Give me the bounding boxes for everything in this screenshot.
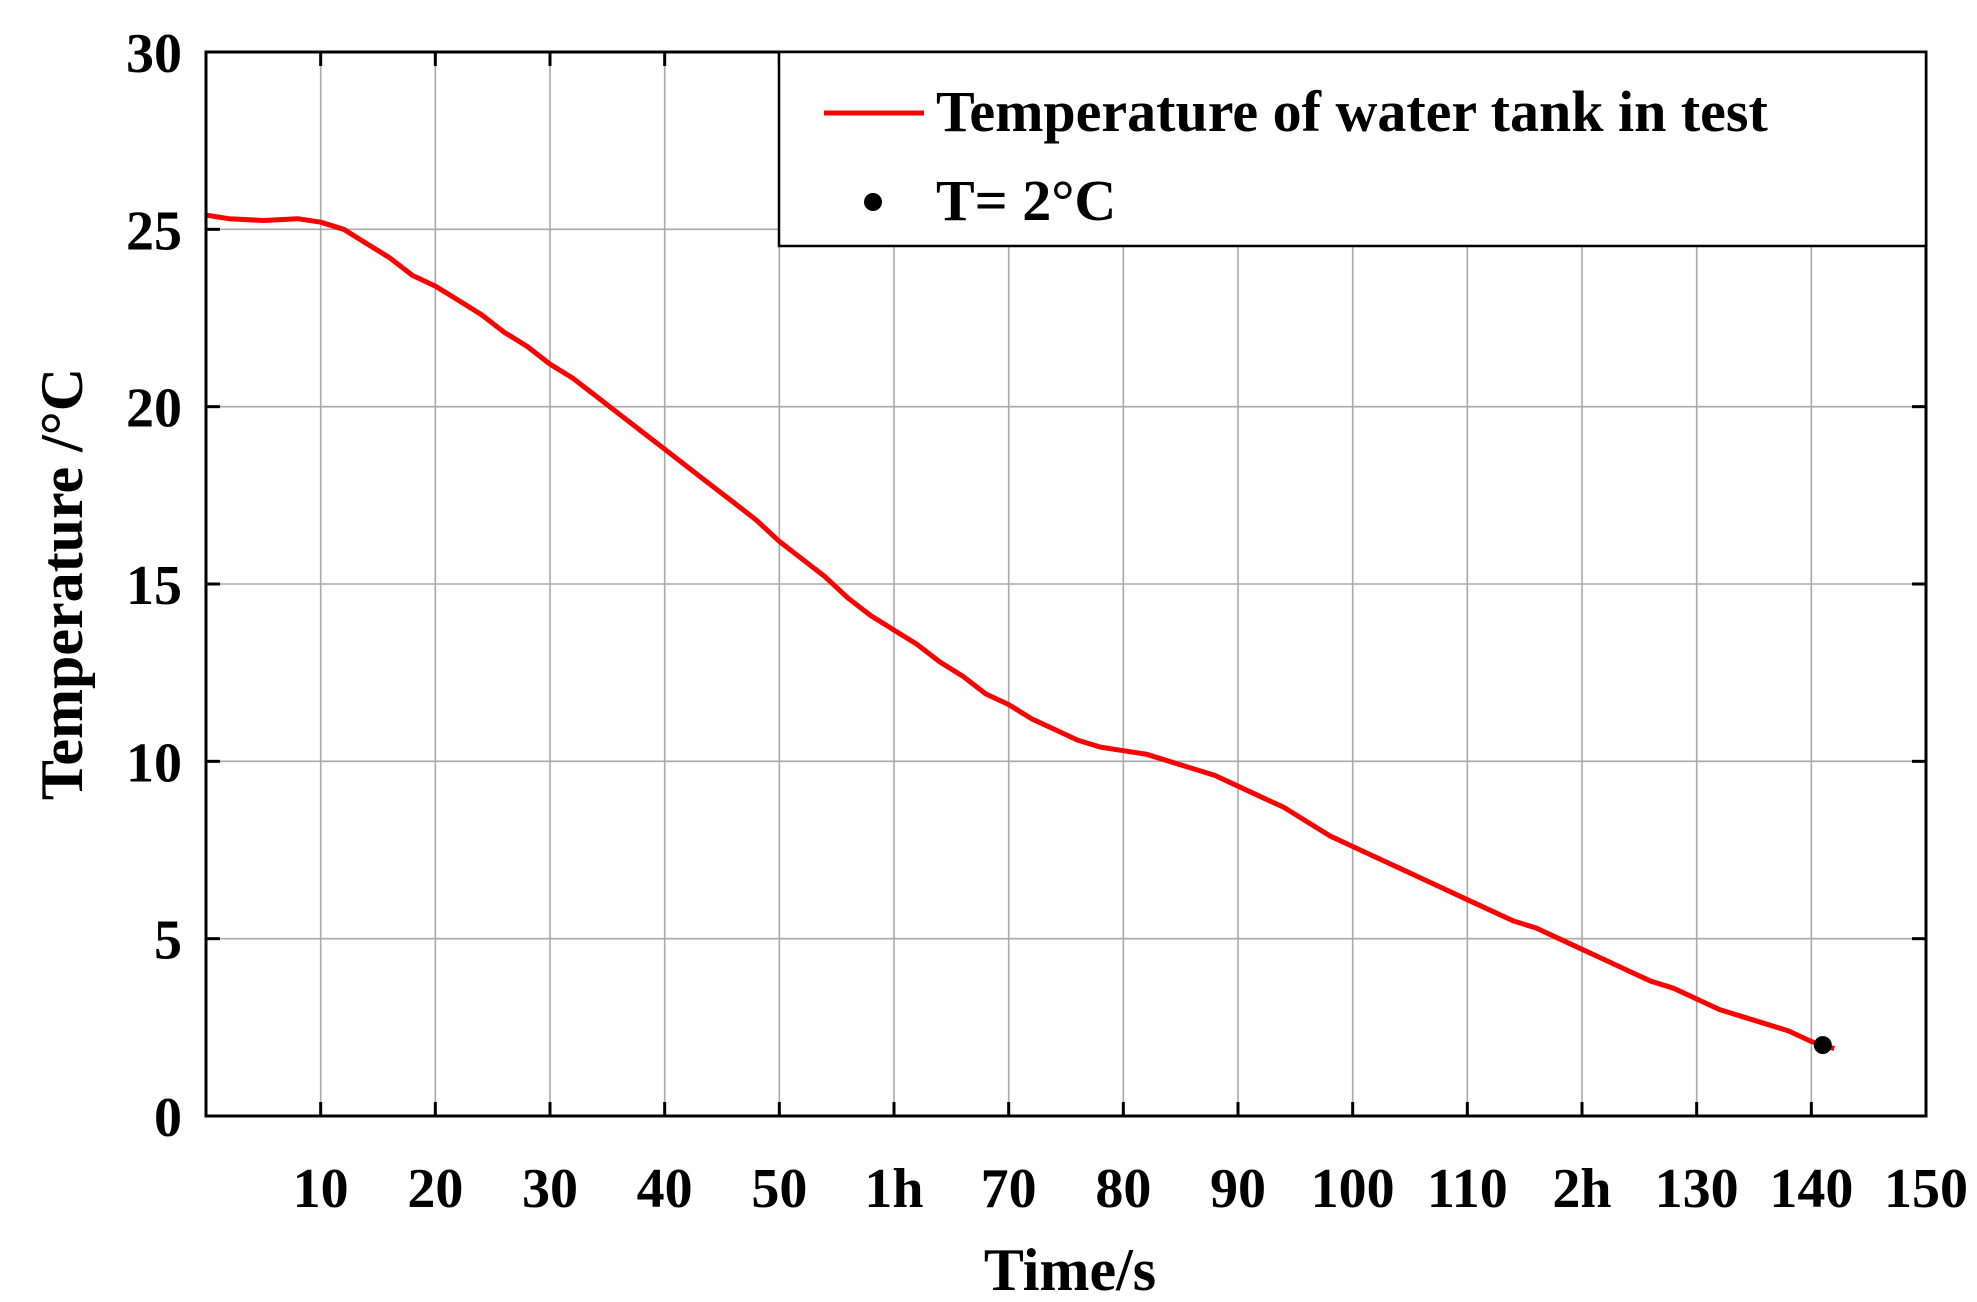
y-tick-labels: 0 5 10 15 20 25 30 xyxy=(126,23,182,1149)
x-tick-label: 10 xyxy=(293,1158,349,1220)
y-tick-label: 25 xyxy=(126,200,182,262)
x-tick-label: 1h xyxy=(864,1158,923,1220)
x-tick-label: 90 xyxy=(1210,1158,1266,1220)
marker-point-2c xyxy=(1813,1036,1832,1055)
x-tick-label: 20 xyxy=(407,1158,463,1220)
x-tick-label: 50 xyxy=(751,1158,807,1220)
x-tick-label: 70 xyxy=(981,1158,1037,1220)
y-tick-label: 15 xyxy=(126,555,182,617)
y-tick-label: 0 xyxy=(154,1087,182,1149)
x-tick-label: 100 xyxy=(1311,1158,1395,1220)
x-tick-label: 40 xyxy=(637,1158,693,1220)
y-tick-label: 5 xyxy=(154,910,182,972)
x-axis-title: Time/s xyxy=(984,1237,1156,1302)
series-layer xyxy=(205,212,1836,1051)
x-tick-label: 2h xyxy=(1552,1158,1611,1220)
y-tick-label: 10 xyxy=(126,732,182,794)
legend: Temperature of water tank in test T= 2°C xyxy=(777,50,1928,248)
y-axis-title: Temperature /°C xyxy=(29,368,95,800)
y-tick-label: 30 xyxy=(126,23,182,85)
legend-label-marker: T= 2°C xyxy=(936,168,1116,233)
x-tick-labels: 10 20 30 40 50 1h 70 80 90 100 110 2h 130 140 150 xyxy=(293,1158,1968,1220)
x-tick-label: 30 xyxy=(522,1158,578,1220)
marker-layer xyxy=(1813,1036,1832,1055)
y-tick-label: 20 xyxy=(126,378,182,440)
legend-box xyxy=(777,50,1928,248)
x-tick-label: 110 xyxy=(1427,1158,1508,1220)
x-tick-label: 80 xyxy=(1095,1158,1151,1220)
x-tick-label: 140 xyxy=(1769,1158,1853,1220)
x-tick-label: 130 xyxy=(1655,1158,1739,1220)
legend-label-series: Temperature of water tank in test xyxy=(936,79,1768,144)
legend-marker-swatch xyxy=(864,193,882,211)
x-tick-label: 150 xyxy=(1884,1158,1968,1220)
series-line-temperature xyxy=(205,212,1836,1051)
